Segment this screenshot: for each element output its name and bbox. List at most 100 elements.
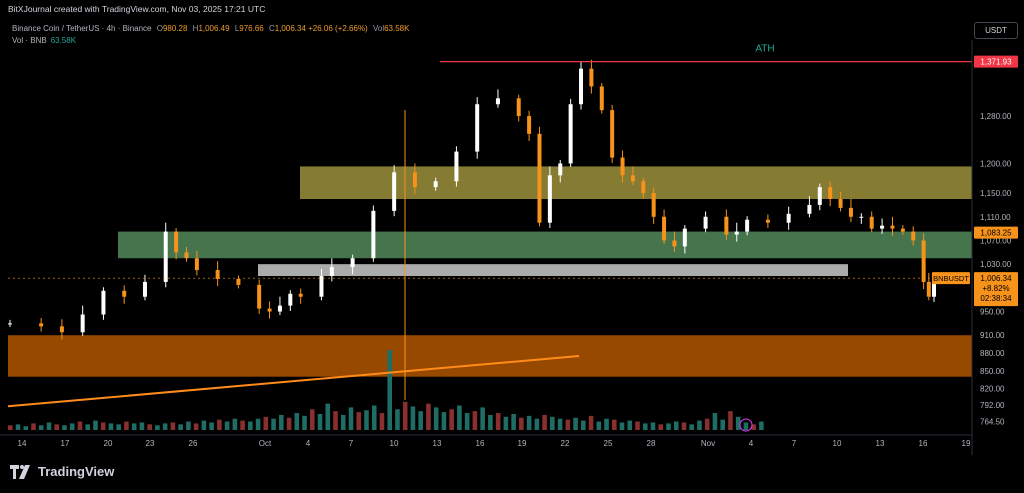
volume-bar: [480, 407, 485, 430]
y-tick-label: 880.00: [980, 349, 1005, 358]
volume-bar: [23, 426, 29, 430]
candle-body: [579, 68, 584, 105]
x-tick-label: 7: [792, 439, 797, 448]
candle-body: [59, 326, 64, 333]
candle-body: [495, 98, 500, 105]
tradingview-logo[interactable]: TradingView: [10, 464, 114, 479]
vol-value: 63.58K: [384, 24, 410, 33]
volume-bar: [395, 409, 400, 430]
candle-body: [828, 187, 833, 199]
price-chart[interactable]: ATH 1,280.00 1,200.00 1,150.00 1,110.00 1,07…: [0, 0, 1024, 456]
currency-button[interactable]: USDT: [974, 22, 1018, 39]
x-tick-label: 7: [349, 439, 354, 448]
volume-bar: [54, 424, 60, 430]
volume-bar: [255, 418, 261, 430]
volume-legend-label[interactable]: Vol · BNB: [12, 36, 47, 45]
tradingview-logo-icon: [10, 464, 30, 479]
volume-bar: [69, 423, 75, 430]
x-tick-label: 16: [919, 439, 928, 448]
volume-bar: [77, 421, 83, 430]
candle-body: [880, 225, 885, 229]
volume-bar: [224, 421, 230, 430]
high-value: 1,006.49: [198, 24, 230, 33]
volume-bar: [310, 409, 315, 430]
x-tick-label: 16: [476, 439, 485, 448]
candle-body: [568, 104, 573, 164]
volume-bar: [263, 416, 269, 430]
candle-body: [703, 216, 708, 229]
volume-bar: [131, 423, 137, 430]
volume-bar: [519, 417, 524, 430]
symbol-name[interactable]: Binance Coin / TetherUS · 4h · Binance: [12, 24, 152, 33]
last-price-change: +8.82%: [982, 284, 1009, 293]
volume-legend: Vol · BNB 63.58K: [12, 36, 76, 45]
tradingview-wordmark: TradingView: [38, 464, 115, 479]
y-tick-label: 792.00: [980, 401, 1005, 410]
volume-bar: [426, 403, 431, 430]
close-value: 1,006.34: [274, 24, 306, 33]
candle-body: [433, 181, 438, 188]
volume-bar: [85, 424, 90, 430]
x-tick-label: 13: [876, 439, 885, 448]
candle-body: [610, 110, 615, 158]
candle-body: [267, 308, 272, 312]
y-tick-label: 1,150.00: [980, 189, 1012, 198]
volume-bar: [364, 410, 369, 430]
volume-bar: [642, 423, 648, 430]
volume-bar: [348, 407, 354, 430]
gray-zone: [258, 264, 848, 276]
volume-bar: [743, 422, 749, 430]
candle-body: [734, 231, 739, 235]
candle-body: [765, 219, 770, 223]
x-tick-label: 14: [18, 439, 27, 448]
volume-bar: [441, 412, 447, 430]
x-tick-label: 20: [104, 439, 113, 448]
trendline: [7, 354, 580, 408]
volume-bar: [449, 409, 454, 430]
x-tick-label: 28: [647, 439, 656, 448]
candle-body: [599, 86, 604, 111]
candle-body: [122, 290, 127, 297]
candle-body: [8, 323, 12, 325]
candle-body: [932, 278, 936, 297]
volume-bar: [681, 422, 687, 430]
volume-bar: [534, 418, 540, 430]
volume-bar: [666, 423, 671, 430]
volume-bar: [557, 418, 563, 430]
candle-body: [215, 270, 220, 279]
last-price-countdown: 02:38:34: [980, 294, 1012, 303]
candle-body: [298, 293, 303, 297]
volume-bar: [627, 420, 633, 430]
x-tick-label: 19: [518, 439, 527, 448]
candle-body: [807, 204, 812, 214]
level-price-label: 1,083.25: [980, 229, 1012, 238]
volume-bar: [279, 414, 284, 430]
volume-bar: [759, 421, 764, 430]
volume-bar: [240, 420, 245, 430]
candle-body: [288, 293, 293, 306]
ath-price-tag: [974, 55, 1018, 68]
volume-bar: [186, 421, 191, 430]
event-flash-icon: [739, 418, 753, 432]
volume-bar: [379, 413, 385, 430]
candle-body: [537, 133, 542, 223]
candle-body: [662, 216, 667, 241]
x-tick-label: 22: [561, 439, 570, 448]
candle-body: [672, 240, 677, 247]
volume-bar: [650, 422, 656, 430]
volume-bar: [46, 422, 52, 430]
candle-body: [142, 281, 147, 297]
last-price-value: 1,006.34: [980, 274, 1012, 283]
candle-body: [319, 276, 324, 297]
volume-bar: [178, 424, 183, 430]
support-zone: [118, 231, 972, 259]
candle-body: [630, 175, 635, 182]
volume-bar: [410, 406, 416, 430]
volume-bar: [93, 420, 98, 430]
x-tick-label: 13: [433, 439, 442, 448]
y-tick-label: 1,200.00: [980, 159, 1012, 168]
x-tick-label: 25: [604, 439, 613, 448]
candle-body: [558, 163, 563, 176]
candle-body: [392, 172, 397, 211]
demand-zone: [8, 335, 972, 377]
